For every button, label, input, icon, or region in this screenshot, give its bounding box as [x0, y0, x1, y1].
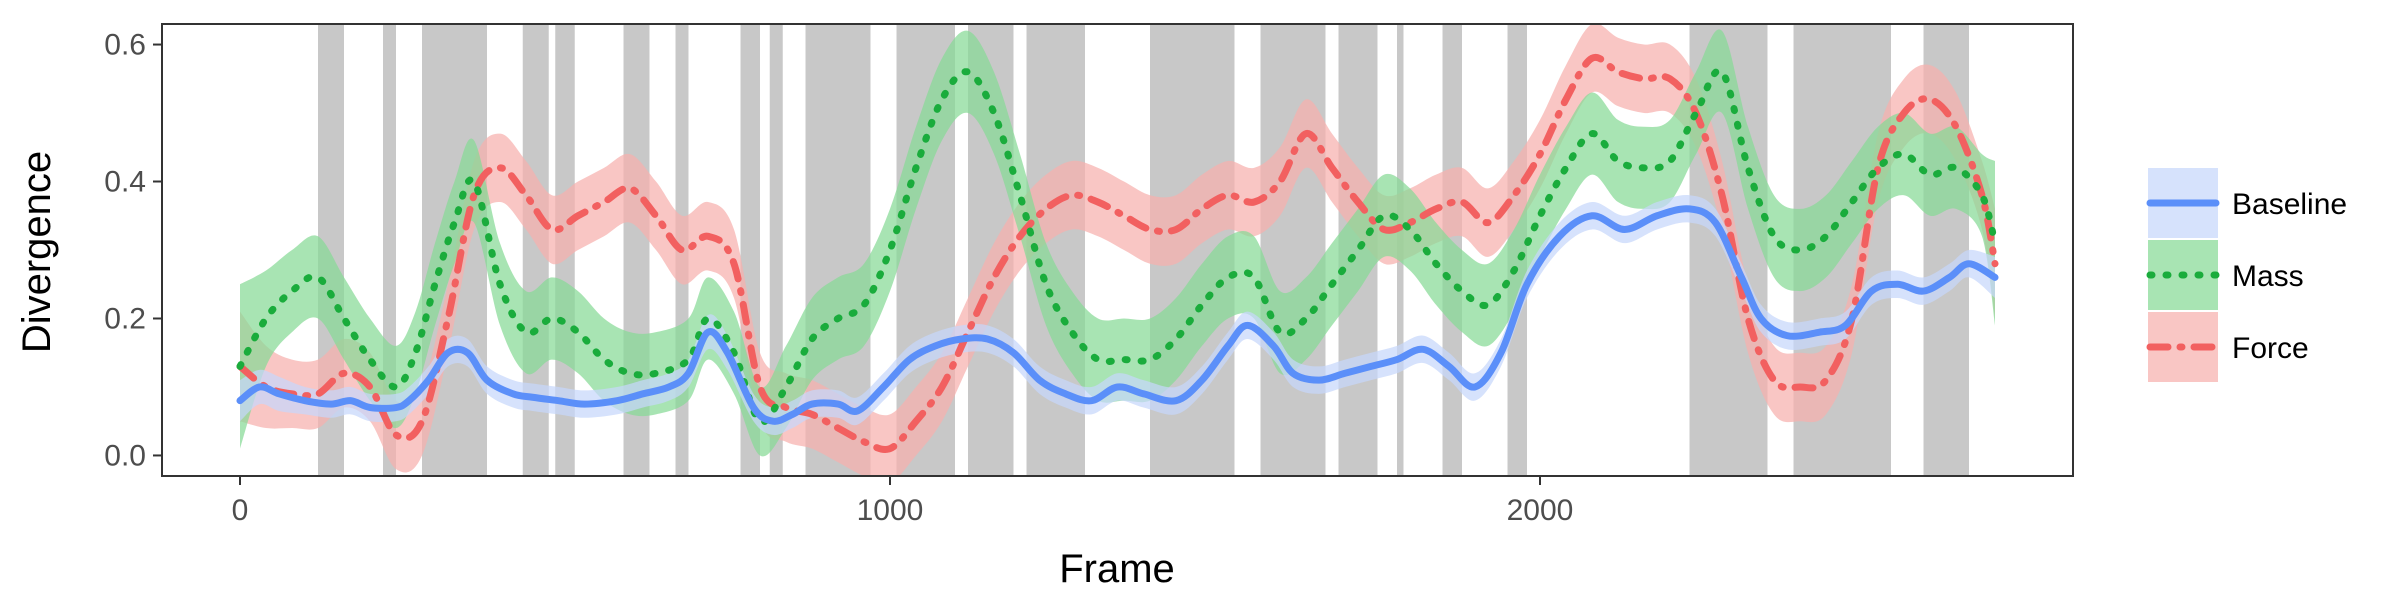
axes: 0.0 0.2 0.4 0.6 0 1000 2000 — [104, 23, 2074, 527]
legend-label-baseline: Baseline — [2232, 188, 2347, 221]
legend-label-mass: Mass — [2232, 260, 2304, 293]
y-tick-label-3: 0.6 — [104, 29, 146, 62]
x-tick-label-0: 0 — [232, 494, 249, 527]
series-mass-band — [240, 29, 1995, 457]
legend: Baseline Mass Force — [2146, 168, 2347, 382]
x-tick-label-2: 2000 — [1507, 494, 1574, 527]
series-force-line — [236, 53, 1999, 453]
legend-item-force: Force — [2146, 312, 2309, 382]
y-tick-label-1: 0.2 — [104, 302, 146, 335]
panel-border — [161, 23, 2074, 477]
plot-area — [236, 24, 1999, 476]
legend-item-baseline: Baseline — [2146, 168, 2347, 238]
shaded-interval-14 — [1260, 24, 1326, 476]
y-tick-label-2: 0.4 — [104, 166, 146, 199]
legend-item-mass: Mass — [2146, 240, 2304, 310]
y-tick-label-0: 0.0 — [104, 439, 146, 472]
x-axis-title: Frame — [1059, 547, 1175, 591]
plot-contents — [236, 24, 1999, 476]
series-force-band — [240, 24, 1995, 476]
series-baseline-band — [240, 195, 1995, 436]
y-axis-title: Divergence — [15, 151, 59, 353]
series-mass-line — [236, 66, 1999, 426]
x-tick-label-1: 1000 — [857, 494, 924, 527]
legend-label-force: Force — [2232, 332, 2309, 365]
series-baseline-line — [236, 205, 1999, 425]
